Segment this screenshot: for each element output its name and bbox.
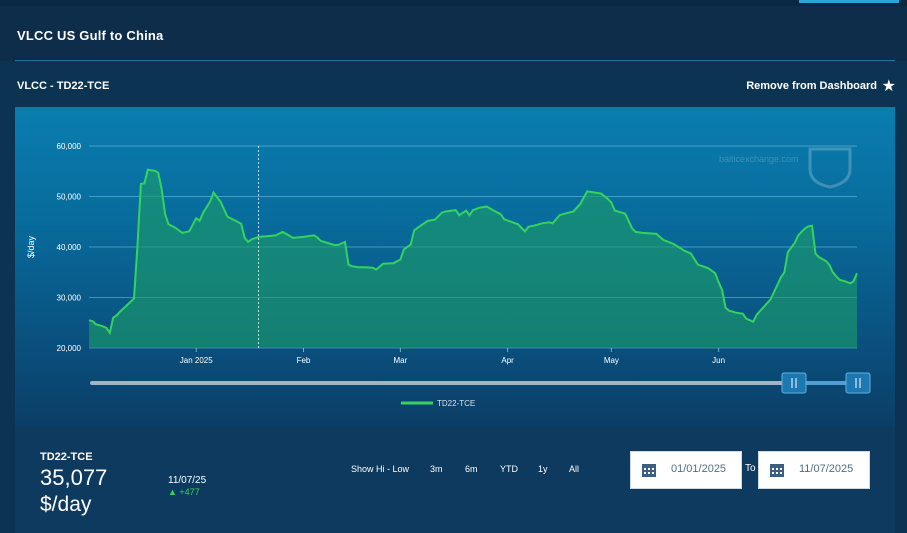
x-tick-label: Jun (712, 356, 725, 365)
y-tick-label: 60,000 (57, 142, 82, 151)
date-from-field[interactable]: 01/01/2025 (630, 451, 742, 489)
x-tick-label: Jan 2025 (180, 356, 213, 365)
date-to-value: 11/07/2025 (799, 463, 854, 475)
chart-panel: 20,000 30,000 40,000 50,000 60,000 Jan 2025 Fe… (15, 107, 895, 427)
range-button-hi-low[interactable]: Show Hi - Low (351, 464, 410, 474)
x-tick-label: Apr (501, 356, 514, 365)
y-tick-label: 50,000 (57, 193, 82, 202)
page-header: VLCC US Gulf to China (0, 6, 907, 61)
stats-change-value: +477 (179, 487, 200, 497)
header-divider (15, 60, 895, 61)
remove-from-dashboard-button[interactable]: Remove from Dashboard (746, 80, 877, 92)
range-button-6m[interactable]: 6m (465, 464, 478, 474)
range-button-3m[interactable]: 3m (430, 464, 443, 474)
legend-label: TD22-TCE (437, 399, 475, 408)
watermark-shield-icon (808, 147, 852, 189)
stats-series-label: TD22-TCE (40, 451, 93, 463)
area-chart: 20,000 30,000 40,000 50,000 60,000 Jan 2025 Fe… (26, 142, 871, 408)
x-tick-label: May (604, 356, 619, 365)
calendar-icon (770, 464, 784, 477)
date-from-value: 01/01/2025 (671, 463, 727, 475)
slider-handle-icon[interactable] (845, 372, 871, 394)
stats-change: ▲ +477 (168, 487, 200, 497)
series-area (89, 169, 857, 348)
y-axis-label: $/day (26, 235, 36, 258)
x-tick-label: Mar (393, 356, 407, 365)
calendar-icon (642, 464, 656, 477)
star-icon[interactable]: ★ (881, 78, 896, 95)
y-tick-label: 40,000 (57, 243, 82, 252)
stats-date: 11/07/25 (168, 475, 207, 486)
range-button-ytd[interactable]: YTD (500, 464, 518, 474)
top-bar-accent (799, 0, 899, 3)
up-triangle-icon: ▲ (168, 487, 180, 497)
x-tick-label: Feb (297, 356, 311, 365)
stats-panel (15, 427, 895, 533)
chart-title: VLCC - TD22-TCE (17, 80, 110, 92)
range-button-all[interactable]: All (569, 464, 580, 474)
to-label: To (745, 463, 756, 474)
stats-value: 35,077 (40, 465, 108, 490)
slider-handle-icon[interactable] (781, 372, 807, 394)
y-tick-label: 20,000 (57, 344, 82, 353)
range-button-1y[interactable]: 1y (538, 464, 548, 474)
series-line (88, 168, 858, 336)
stats-unit: $/day (40, 493, 92, 516)
y-tick-label: 30,000 (57, 294, 82, 303)
page-title: VLCC US Gulf to China (17, 28, 164, 43)
top-bar (0, 0, 907, 6)
date-to-field[interactable]: 11/07/2025 (758, 451, 870, 489)
watermark-text: balticexchange.com (719, 154, 799, 164)
